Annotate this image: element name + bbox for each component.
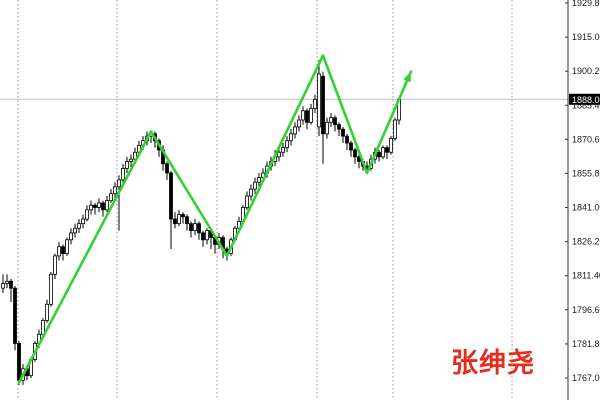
candle-body bbox=[89, 204, 93, 211]
forecast-arrowhead bbox=[403, 71, 411, 83]
candle-body bbox=[165, 163, 169, 174]
axis-tick-label: 1796.60 bbox=[572, 305, 600, 315]
candle-body bbox=[309, 108, 313, 123]
axis-tick-label: 1767.00 bbox=[572, 373, 600, 383]
axis-tick-label: 1885.40 bbox=[572, 100, 600, 110]
candle-body bbox=[313, 98, 317, 109]
grid-layer bbox=[17, 0, 513, 400]
candle-body bbox=[177, 214, 181, 225]
candle-body bbox=[129, 158, 133, 162]
candle-body bbox=[73, 227, 77, 234]
candle-body bbox=[93, 204, 97, 208]
candle-body bbox=[201, 232, 205, 241]
current-price-tag: 1888.00 bbox=[569, 93, 600, 105]
candle-body bbox=[253, 181, 257, 190]
candle-body bbox=[329, 117, 333, 123]
candle-body bbox=[17, 343, 21, 381]
watermark-text: 张绅尧 bbox=[451, 348, 535, 378]
candle-body bbox=[197, 223, 201, 234]
candle-body bbox=[57, 246, 61, 257]
candle-body bbox=[385, 147, 389, 153]
candle-body bbox=[245, 195, 249, 208]
candles-layer bbox=[1, 60, 401, 385]
candle-body bbox=[249, 188, 253, 197]
candle-body bbox=[301, 110, 305, 121]
candle-body bbox=[185, 216, 189, 225]
candle-body bbox=[389, 138, 393, 153]
candle-body bbox=[257, 177, 261, 183]
candle-body bbox=[285, 140, 289, 149]
candle-body bbox=[77, 223, 81, 229]
candle-body bbox=[317, 73, 321, 128]
axis-tick-label: 1811.40 bbox=[572, 271, 600, 281]
candle-body bbox=[181, 214, 185, 218]
candle-body bbox=[281, 147, 285, 153]
axis-tick-label: 1841.00 bbox=[572, 203, 600, 213]
candle-body bbox=[305, 110, 309, 123]
candle-body bbox=[69, 232, 73, 241]
candle-body bbox=[109, 193, 113, 202]
candle-body bbox=[289, 133, 293, 142]
candle-body bbox=[117, 179, 121, 188]
candle-body bbox=[9, 280, 13, 289]
candle-body bbox=[169, 172, 173, 220]
candle-body bbox=[125, 161, 129, 169]
current-price-tag-box bbox=[569, 93, 600, 105]
price-axis[interactable]: 1929.80 1915.00 1900.20 1885.40 1870.60 1855.… bbox=[565, 0, 600, 400]
candle-body bbox=[49, 273, 53, 305]
candle-body bbox=[85, 209, 89, 220]
zigzag-line[interactable] bbox=[17, 54, 413, 384]
candle-body bbox=[97, 202, 101, 208]
candle-body bbox=[81, 218, 85, 225]
candle-body bbox=[349, 142, 353, 151]
candle-body bbox=[325, 121, 329, 135]
candle-body bbox=[393, 119, 397, 139]
candle-body bbox=[53, 255, 57, 275]
candle-body bbox=[333, 117, 337, 126]
axis-tick-label: 1870.60 bbox=[572, 134, 600, 144]
candle-body bbox=[105, 200, 109, 211]
candle-body bbox=[205, 230, 209, 241]
candle-body bbox=[65, 239, 69, 255]
candle-body bbox=[45, 303, 49, 321]
candle-body bbox=[173, 218, 177, 225]
candle-body bbox=[341, 128, 345, 137]
axis-tick-label: 1900.20 bbox=[572, 66, 600, 76]
candle-body bbox=[277, 151, 281, 158]
candle-body bbox=[293, 126, 297, 135]
candle-body bbox=[13, 287, 17, 344]
candle-body bbox=[61, 246, 65, 255]
zigzag-overlay[interactable] bbox=[17, 54, 413, 384]
candle-body bbox=[101, 202, 105, 211]
candle-body bbox=[189, 223, 193, 231]
candle-body bbox=[121, 167, 125, 181]
candle-body bbox=[381, 147, 385, 158]
candle-body bbox=[113, 186, 117, 195]
axis-tick-label: 1855.80 bbox=[572, 168, 600, 178]
candle-body bbox=[321, 75, 325, 135]
candle-body bbox=[377, 151, 381, 158]
axis-tick-label: 1826.20 bbox=[572, 237, 600, 247]
candle-body bbox=[41, 320, 45, 335]
axis-tick-label: 1929.80 bbox=[572, 0, 600, 8]
current-price-tag-label: 1888.00 bbox=[572, 95, 600, 105]
candle-body bbox=[297, 119, 301, 128]
axis-tick-label: 1915.00 bbox=[572, 32, 600, 42]
candle-body bbox=[193, 223, 197, 231]
candle-body bbox=[337, 124, 341, 130]
axis-tick-label: 1781.80 bbox=[572, 339, 600, 349]
candle-body bbox=[353, 149, 357, 158]
candle-body bbox=[1, 283, 5, 289]
candle-body bbox=[5, 280, 9, 284]
candle-body bbox=[345, 135, 349, 144]
